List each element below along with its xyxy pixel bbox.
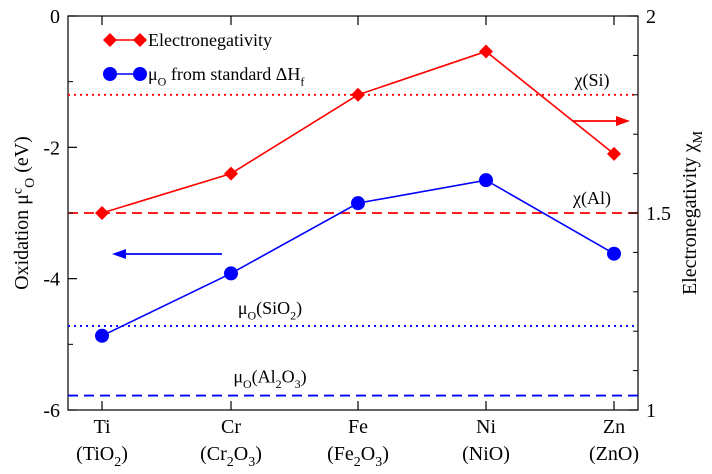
legend-label: Electronegativity	[148, 30, 272, 50]
x-tick-label-element: Fe	[348, 416, 368, 438]
legend-entry: Electronegativity	[103, 30, 272, 50]
data-point	[607, 246, 621, 261]
data-point	[95, 206, 109, 220]
reference-line-label: μO(Al2O3)	[233, 367, 306, 391]
data-point	[607, 146, 621, 161]
right-axis-arrow	[572, 116, 630, 126]
annotations: χ(Si) χ(Al) μO(SiO2) μO(Al2O3)	[112, 70, 630, 391]
right-y-axis-title: Electronegativity χM	[679, 130, 706, 295]
data-point	[479, 173, 493, 188]
x-tick-label-element: Zn	[603, 416, 625, 438]
x-tick-label-oxide: (NiO)	[462, 443, 510, 465]
data-point	[95, 328, 109, 343]
right-y-tick-label: 1	[646, 400, 656, 422]
data-point	[224, 166, 238, 181]
series-layer	[95, 44, 621, 343]
right-y-tick-label: 2	[646, 6, 656, 28]
reference-line-label: χ(Al)	[572, 188, 611, 209]
left-y-tick-label: -4	[43, 269, 60, 291]
x-tick-label-oxide: (TiO2)	[76, 443, 128, 470]
legend-marker	[103, 67, 117, 81]
reference-line-label: μO(SiO2)	[238, 298, 302, 322]
legend: Electronegativity μO from standard ΔHf	[103, 30, 304, 88]
x-tick-label-oxide: (Fe2O3)	[327, 443, 389, 470]
x-tick-label-element: Ti	[93, 416, 111, 438]
x-tick-label-element: Ni	[476, 416, 496, 438]
left-y-tick-label: -2	[43, 137, 60, 159]
data-point	[351, 87, 365, 102]
axes: 0 -2 -4 -6 1 1.5 2 Ti (TiO2) Cr (Cr2O3) Fe (Fe2O3) Ni…	[11, 6, 706, 470]
legend-label: μO from standard ΔHf	[148, 64, 304, 88]
reference-line-label: χ(Si)	[574, 70, 610, 91]
data-point	[224, 266, 238, 281]
left-y-tick-label: -6	[43, 400, 60, 422]
legend-entry: μO from standard ΔHf	[103, 64, 304, 88]
left-y-axis-title: Oxidation μcO (eV)	[11, 136, 38, 290]
left-axis-arrow	[112, 249, 222, 259]
x-tick-label-element: Cr	[221, 416, 241, 438]
legend-marker	[133, 33, 147, 47]
x-tick-label-oxide: (ZnO)	[589, 443, 639, 465]
legend-marker	[103, 33, 117, 47]
right-y-tick-label: 1.5	[646, 203, 671, 225]
reference-lines	[68, 93, 638, 397]
x-tick-label-oxide: (Cr2O3)	[200, 443, 262, 470]
data-point	[479, 44, 493, 59]
left-y-tick-label: 0	[50, 6, 60, 28]
legend-marker	[133, 67, 147, 81]
data-point	[351, 196, 365, 211]
